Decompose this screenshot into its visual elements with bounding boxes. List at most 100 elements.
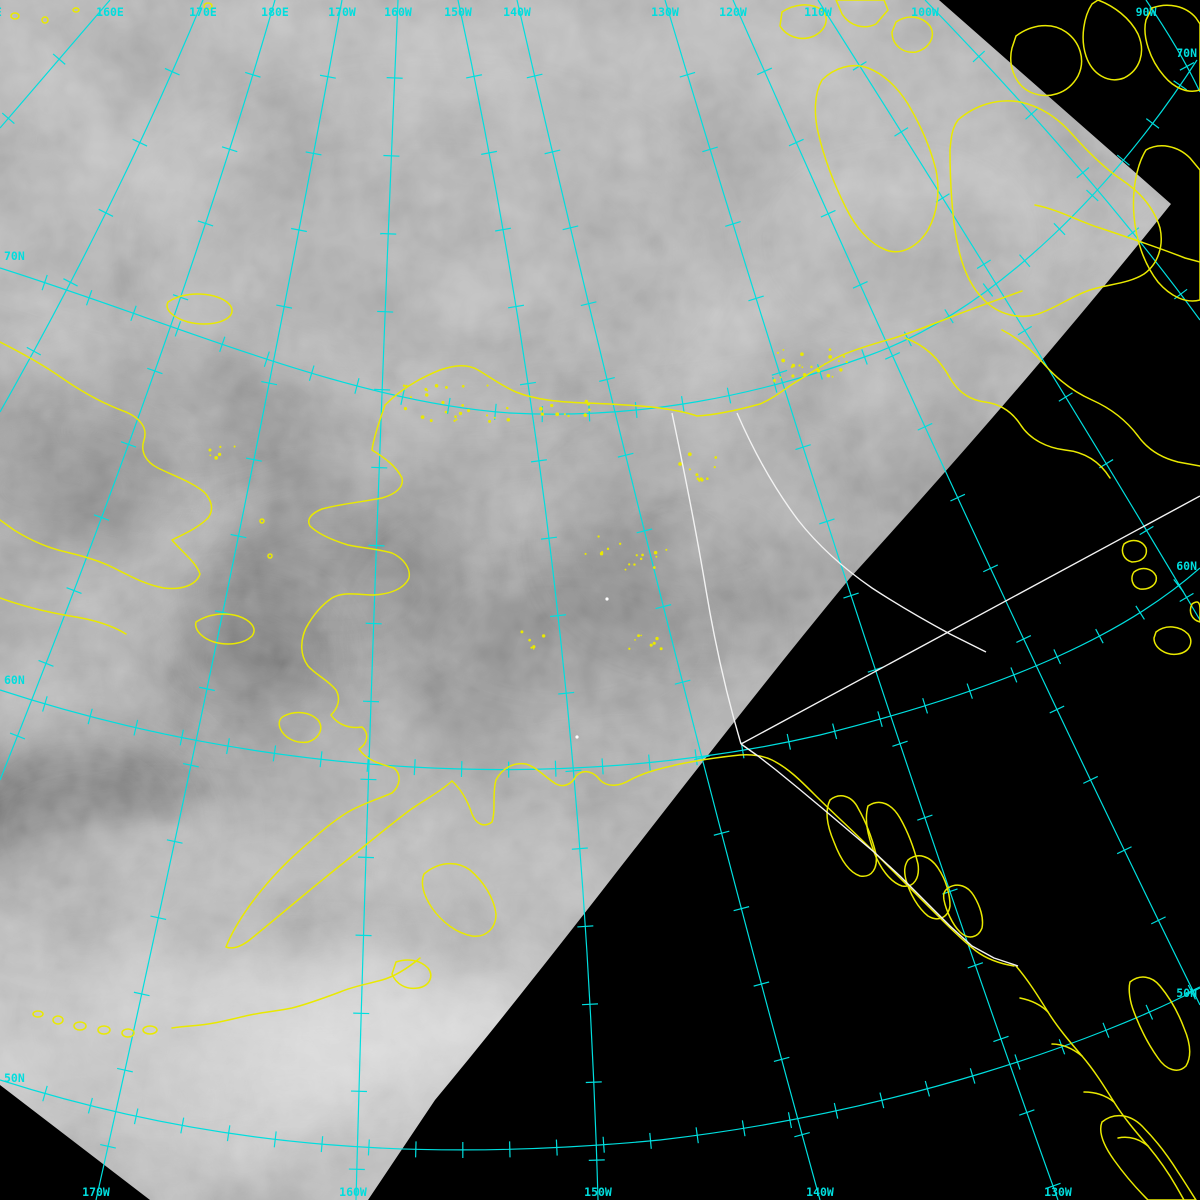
- graticule-tick: [581, 1003, 598, 1006]
- graticule-tick: [245, 457, 262, 462]
- graticule-tick: [371, 466, 388, 469]
- graticule-tick: [1139, 525, 1154, 536]
- lake-speck: [486, 384, 489, 387]
- graticule-tick: [164, 67, 180, 76]
- political-border-layer: [671, 412, 1200, 967]
- lake-speck: [713, 466, 716, 469]
- graticule-tick: [261, 380, 278, 386]
- graticule-tick: [894, 127, 909, 137]
- lake-speck: [801, 366, 804, 369]
- graticule-tick: [133, 1108, 139, 1125]
- small-island: [97, 1025, 111, 1035]
- lake-speck: [586, 402, 591, 406]
- graticule-tick: [1173, 80, 1188, 91]
- graticule-tick: [733, 906, 750, 912]
- graticule-tick: [526, 73, 543, 79]
- coastline-great-bear-squiggle: [1034, 204, 1200, 263]
- graticule-label: 90W: [1136, 5, 1157, 19]
- graticule-tick: [85, 290, 93, 306]
- graticule-tick: [319, 751, 323, 768]
- lake-speck: [665, 548, 668, 551]
- lake-speck: [634, 638, 636, 641]
- graticule-tick: [713, 830, 730, 836]
- graticule-tick: [879, 1092, 885, 1109]
- lake-speck: [405, 384, 408, 388]
- graticule-tick: [674, 679, 691, 685]
- graticule-tick: [982, 283, 994, 297]
- graticule-label: 170W: [82, 1185, 110, 1199]
- graticule-tick: [832, 723, 838, 740]
- graticule-tick: [495, 227, 512, 232]
- lake-speck: [584, 552, 587, 555]
- graticule-label: 170W: [328, 5, 356, 19]
- graticule-tick: [1076, 167, 1090, 179]
- coastline-nunivak-island: [278, 711, 322, 744]
- lake-speck: [550, 403, 554, 408]
- border-bc-60n: [740, 495, 1200, 745]
- lake-speck: [816, 368, 821, 373]
- graticule-tick: [26, 346, 42, 356]
- lake-speck: [409, 396, 412, 399]
- lake-speck: [429, 419, 433, 423]
- coastline-bc-fjord-b: [1051, 1043, 1083, 1057]
- graticule-tick: [150, 915, 167, 921]
- graticule-tick: [291, 227, 307, 233]
- lake-speck: [444, 410, 448, 414]
- lake-speck: [781, 358, 786, 363]
- graticule-tick: [87, 1097, 93, 1114]
- coastline-alaska-west-coast: [225, 404, 453, 949]
- lake-speck: [633, 563, 636, 566]
- graticule-tick: [305, 151, 322, 156]
- graticule-label: 130W: [651, 5, 679, 19]
- lake-speck: [640, 634, 642, 637]
- lake-speck: [453, 419, 456, 422]
- graticule-tick: [580, 301, 597, 307]
- graticule-tick: [245, 71, 261, 78]
- coastline-kodiak-island: [421, 862, 497, 937]
- coastline-panhandle-island-a: [826, 795, 878, 877]
- graticule-tick: [360, 778, 377, 781]
- lake-speck: [588, 408, 591, 412]
- graticule-tick: [41, 274, 48, 291]
- lake-speck: [842, 355, 846, 358]
- graticule-tick: [1019, 254, 1031, 268]
- graticule-tick: [87, 708, 93, 725]
- small-island: [121, 1028, 135, 1038]
- coastline-vancouver-island: [1100, 1114, 1197, 1200]
- graticule-tick: [562, 225, 579, 231]
- graticule-tick: [52, 53, 66, 65]
- lake-speck: [402, 384, 406, 387]
- graticule-tick: [1179, 592, 1194, 603]
- lake-speck: [828, 354, 833, 359]
- graticule-tick: [1145, 1004, 1154, 1020]
- lake-speck: [461, 384, 465, 388]
- graticule-tick: [1053, 649, 1062, 665]
- graticule-tick: [924, 1080, 931, 1097]
- lake-speck: [802, 372, 807, 377]
- graticule-tick: [726, 387, 732, 404]
- graticule-tick: [655, 604, 672, 610]
- graticule-label: 100W: [911, 5, 939, 19]
- graticule-tick: [555, 1139, 558, 1156]
- meridian-160E: [0, 0, 111, 129]
- graticule-label: 150W: [584, 1185, 612, 1199]
- graticule-tick: [308, 365, 315, 382]
- graticule-tick: [1053, 222, 1066, 236]
- graticule-tick: [753, 981, 770, 987]
- parallel-70N: [0, 59, 1198, 415]
- lake-speck: [776, 351, 780, 354]
- lake-speck: [837, 360, 840, 363]
- graticule-tick: [1179, 62, 1195, 71]
- graticule-tick: [172, 294, 189, 301]
- graticule-label: 160W: [384, 5, 412, 19]
- graticule-tick: [702, 146, 718, 153]
- graticule-tick: [446, 397, 451, 414]
- graticule-tick: [530, 459, 547, 463]
- graticule-tick: [182, 762, 199, 768]
- graticule-tick: [519, 381, 536, 386]
- graticule-tick: [885, 352, 901, 360]
- graticule-tick: [147, 367, 163, 375]
- coastline-hudson-island-d: [1189, 601, 1200, 623]
